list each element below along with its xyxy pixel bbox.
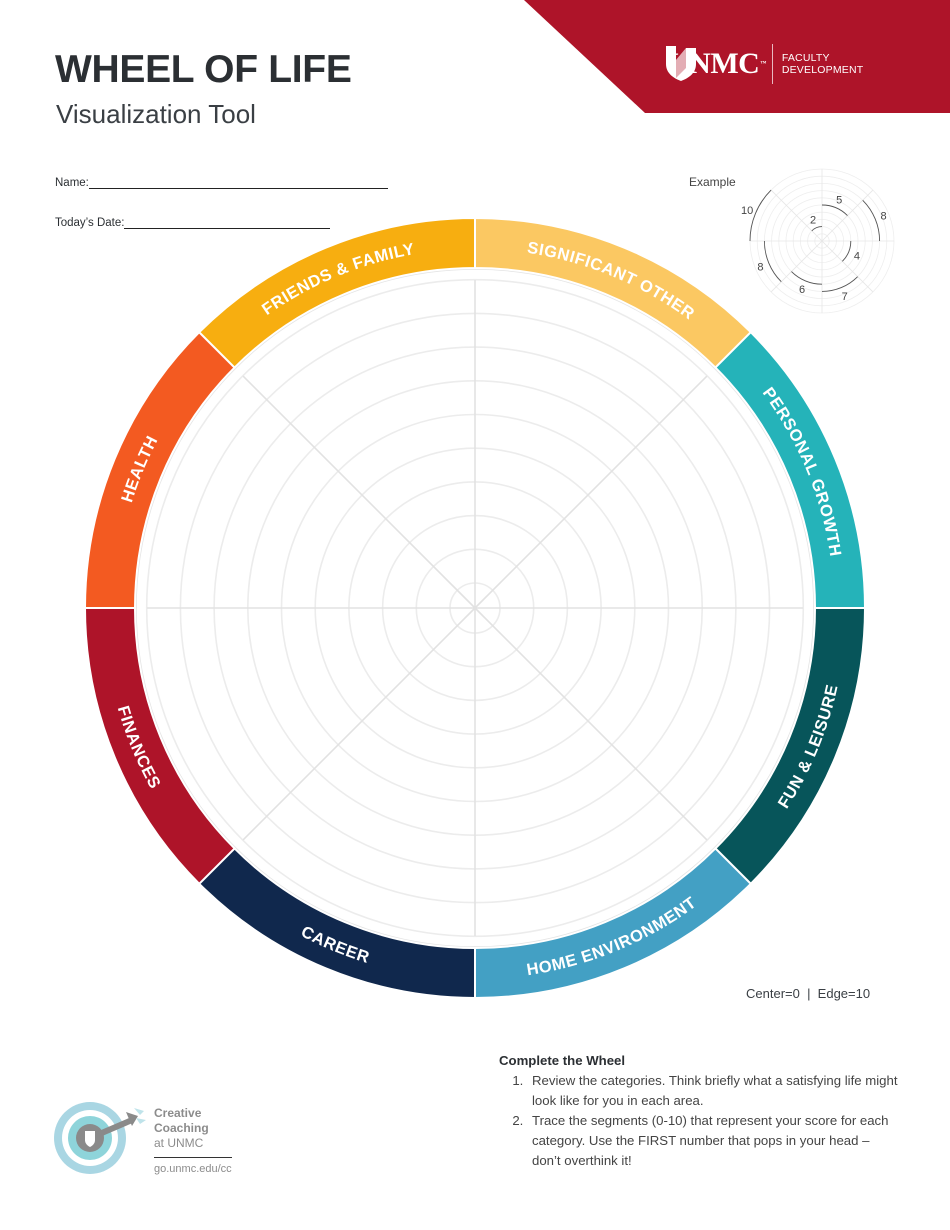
- logo-line2: DEVELOPMENT: [781, 64, 864, 76]
- example-score-arc: [763, 240, 782, 283]
- example-score-label: 8: [880, 211, 886, 223]
- spoke-line: [474, 375, 708, 609]
- banner-shape: [524, 0, 950, 113]
- target-arrow-icon: [54, 1102, 146, 1174]
- instructions: Complete the Wheel Review the categories…: [499, 1051, 899, 1171]
- example-score-label: 4: [854, 250, 860, 262]
- name-field-row: Name:: [55, 174, 388, 189]
- logo-subtitle: FACULTY DEVELOPMENT: [782, 52, 864, 77]
- date-label: Today’s Date:: [55, 217, 125, 229]
- example-score-label: 5: [836, 194, 842, 206]
- example-score-label: 7: [842, 291, 848, 303]
- date-field-row: Today’s Date:: [55, 214, 331, 229]
- example-score-label: 2: [810, 214, 816, 226]
- coaching-line1: Creative: [154, 1106, 202, 1120]
- date-input[interactable]: [124, 214, 331, 228]
- name-input[interactable]: [88, 174, 388, 188]
- coaching-url-link[interactable]: go.unmc.edu/cc: [154, 1163, 232, 1175]
- coaching-divider: [154, 1157, 232, 1158]
- page-subtitle: Visualization Tool: [56, 99, 256, 129]
- example-score-arc: [791, 271, 823, 285]
- example-wheel: 5 8 4 7 6 8 10 2: [741, 168, 895, 314]
- page-title: WHEEL OF LIFE: [55, 48, 352, 91]
- date-field[interactable]: [124, 214, 331, 229]
- spoke-line: [474, 607, 708, 841]
- name-label: Name:: [55, 177, 89, 189]
- coaching-text: Creative Coaching at UNMC: [154, 1106, 209, 1151]
- logo-divider: [771, 44, 773, 84]
- example-score-label: 6: [799, 284, 805, 296]
- example-score-label: 10: [741, 205, 753, 217]
- example-score-arc: [821, 276, 858, 292]
- unmc-logo[interactable]: UNMC™ FACULTY DEVELOPMENT: [664, 44, 863, 84]
- grid-ring: [145, 278, 805, 938]
- example-score-arc: [862, 199, 881, 242]
- example-score-arc: [811, 226, 823, 232]
- unmc-shield-icon: [666, 46, 696, 81]
- spoke-line: [242, 375, 476, 609]
- instruction-step: Review the categories. Think briefly wha…: [527, 1071, 899, 1111]
- instructions-list: Review the categories. Think briefly wha…: [499, 1071, 899, 1171]
- coaching-line2: Coaching: [154, 1121, 209, 1135]
- instructions-heading: Complete the Wheel: [499, 1053, 626, 1068]
- scale-note: Center=0 | Edge=10: [746, 986, 871, 1001]
- coaching-line3: at UNMC: [154, 1136, 204, 1150]
- category-segment-friends-family[interactable]: [197, 216, 476, 369]
- example-score-label: 8: [757, 261, 763, 273]
- example-score-arc: [842, 240, 852, 262]
- example-score-arc: [749, 189, 772, 242]
- banner-background: [524, 0, 950, 113]
- instruction-step: Trace the segments (0-10) that represent…: [527, 1111, 899, 1171]
- example-score-arc: [821, 204, 848, 216]
- example-label: Example: [689, 175, 736, 189]
- header-banner: UNMC™ FACULTY DEVELOPMENT: [0, 0, 950, 113]
- logo-line1: FACULTY: [781, 51, 830, 64]
- spoke-line: [242, 607, 476, 841]
- name-field[interactable]: [88, 174, 388, 189]
